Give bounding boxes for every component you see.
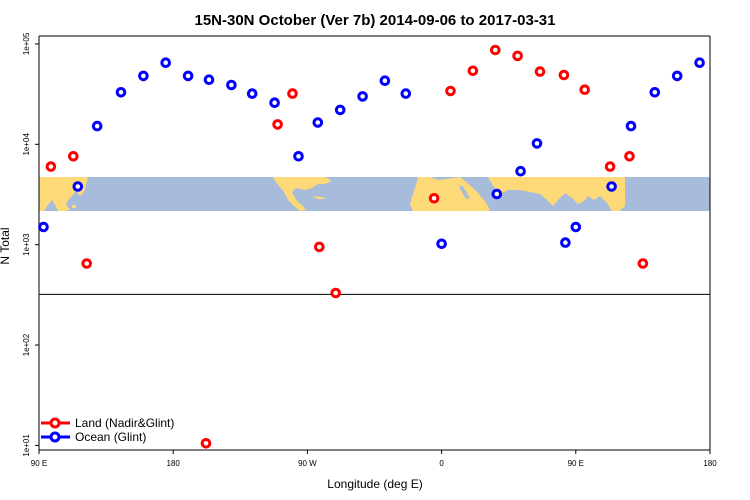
point-ocean — [625, 120, 637, 132]
point-land — [272, 119, 283, 130]
x-tick-label: 90 E — [31, 459, 47, 468]
point-ocean — [115, 87, 127, 98]
point-land — [604, 161, 616, 172]
y-tick-label: 1e+05 — [22, 32, 31, 55]
point-land — [45, 161, 57, 172]
x-tick-label: 90 E — [568, 459, 584, 468]
point-land — [314, 241, 325, 253]
y-axis-label: N Total — [0, 227, 12, 264]
point-ocean — [246, 88, 258, 99]
x-tick-label: 0 — [439, 459, 444, 468]
chart-title: 15N-30N October (Ver 7b) 2014-09-06 to 2… — [194, 12, 555, 29]
y-tick-label: 1e+02 — [22, 333, 31, 356]
map-land-africa-asia — [410, 177, 490, 211]
point-ocean — [203, 74, 215, 85]
point-ocean — [138, 70, 149, 82]
y-tick-label: 1e+01 — [22, 434, 31, 457]
point-land — [467, 65, 479, 77]
legend-label-land: Land (Nadir&Glint) — [75, 416, 174, 430]
map-land-red-sea — [459, 185, 470, 199]
background-map — [39, 177, 710, 211]
x-axis-ticks: 90 E 180 90 W 0 90 E 180 — [31, 450, 717, 468]
point-ocean — [560, 237, 571, 248]
point-ocean — [226, 79, 237, 91]
point-land — [445, 85, 456, 97]
point-ocean — [312, 117, 324, 128]
point-ocean — [570, 221, 582, 233]
legend: Land (Nadir&Glint) Ocean (Glint) — [41, 416, 174, 444]
point-land — [330, 287, 342, 299]
point-ocean — [694, 57, 705, 69]
y-tick-label: 1e+04 — [22, 133, 31, 156]
legend-marker-ocean — [49, 431, 61, 443]
point-ocean — [491, 188, 503, 200]
point-ocean — [515, 165, 526, 177]
point-land — [428, 193, 440, 204]
point-ocean — [182, 70, 194, 82]
point-land — [512, 50, 523, 62]
point-land — [558, 69, 570, 81]
point-ocean — [334, 104, 346, 116]
point-land — [68, 151, 79, 162]
map-land-north-america — [273, 177, 332, 211]
point-ocean — [379, 75, 391, 86]
point-ocean — [671, 70, 683, 82]
point-land — [534, 66, 546, 77]
point-ocean — [400, 88, 412, 99]
y-axis-ticks: 1e+01 1e+02 1e+03 1e+04 1e+05 — [22, 32, 39, 457]
point-land — [490, 44, 501, 56]
point-ocean — [606, 181, 617, 192]
point-ocean — [436, 238, 447, 250]
legend-marker-land — [49, 417, 61, 429]
x-tick-label: 180 — [703, 459, 717, 468]
x-axis-label: Longitude (deg E) — [327, 477, 422, 491]
legend-label-ocean: Ocean (Glint) — [75, 430, 146, 444]
point-ocean — [357, 91, 368, 102]
map-land-islands — [72, 205, 76, 208]
point-ocean — [269, 97, 280, 108]
point-ocean — [531, 138, 543, 149]
x-tick-label: 90 W — [298, 459, 317, 468]
point-land — [287, 88, 298, 99]
point-ocean — [91, 120, 103, 132]
point-land — [200, 438, 212, 449]
point-land — [624, 151, 635, 162]
point-ocean — [160, 57, 171, 69]
y-tick-label: 1e+03 — [22, 233, 31, 256]
point-land — [637, 258, 649, 269]
point-ocean — [72, 181, 84, 192]
x-tick-label: 180 — [167, 459, 181, 468]
map-land-south-asia — [488, 177, 625, 211]
point-ocean — [293, 151, 304, 162]
map-land-caribbean — [312, 196, 326, 199]
point-ocean — [649, 87, 661, 98]
point-land — [579, 84, 591, 95]
point-ocean — [38, 221, 49, 233]
data-points — [38, 44, 705, 449]
point-land — [81, 258, 92, 269]
